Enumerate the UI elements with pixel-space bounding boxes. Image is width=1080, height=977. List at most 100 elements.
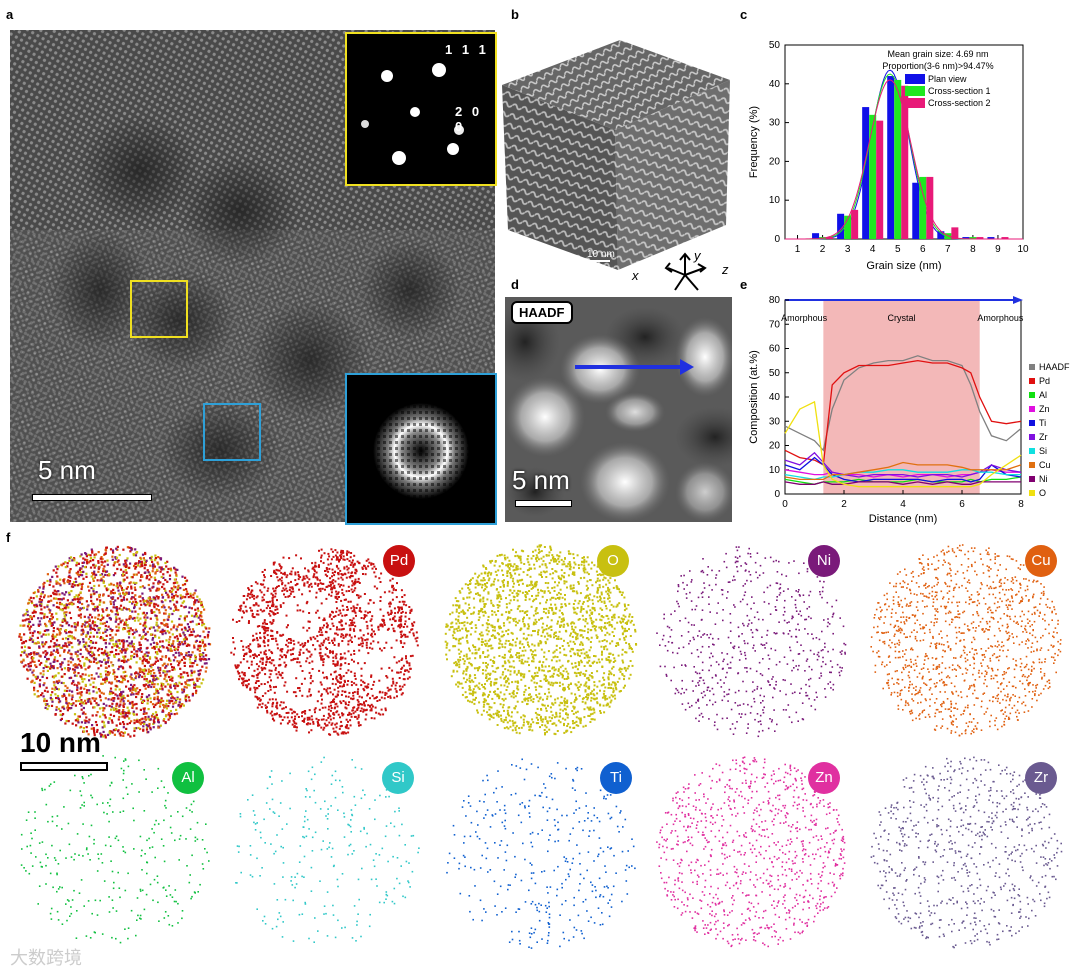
x-tick-label: 7 <box>945 244 951 255</box>
x-tick-label: 3 <box>845 244 851 255</box>
legend-label: Zn <box>1039 404 1050 414</box>
legend-swatch <box>1029 378 1035 384</box>
apt-maps: Pd O Ni Cu Al Si Ti Zn Zr 10 nm <box>0 540 1080 977</box>
region-label-amorphous-right: Amorphous <box>977 313 1024 323</box>
gaussian-fit-line <box>785 79 1023 240</box>
legend-swatch <box>1029 434 1035 440</box>
x-tick-label: 6 <box>920 244 926 255</box>
legend-swatch <box>1029 490 1035 496</box>
series-line-o <box>784 400 1022 488</box>
apt-point-cloud <box>235 756 420 943</box>
x-tick-label: 8 <box>970 244 976 255</box>
element-badge-ti: Ti <box>600 762 632 794</box>
blue-roi-box <box>203 403 261 461</box>
histogram-bar <box>887 76 895 239</box>
legend-label: Al <box>1039 390 1047 400</box>
y-tick-label: 50 <box>769 40 781 51</box>
panel-label-f: f <box>6 530 11 545</box>
legend-swatch <box>905 86 925 96</box>
element-badge-cu: Cu <box>1025 545 1057 577</box>
y-tick-label: 30 <box>769 416 781 427</box>
watermark: 大数跨境 <box>10 948 82 968</box>
apt-point-cloud <box>444 544 638 736</box>
series-line-cu <box>784 461 1022 481</box>
legend-swatch <box>1029 420 1035 426</box>
histogram-bar <box>876 120 884 239</box>
legend-label: Cross-section 2 <box>928 98 991 108</box>
series-line-haadf <box>784 355 1022 452</box>
legend-swatch <box>1029 462 1035 468</box>
scale-bar-label-a: 5 nm <box>38 455 96 485</box>
histogram-bar <box>926 176 934 239</box>
haadf-badge: HAADF <box>511 301 573 324</box>
panel-label-a: a <box>6 7 14 22</box>
x-tick-label: 2 <box>841 499 847 510</box>
apt-point-cloud <box>18 545 212 739</box>
y-tick-label: 20 <box>769 441 781 452</box>
fft-inset-crystal: 1 1 1 2 0 0 <box>345 32 497 186</box>
legend-label: Zr <box>1039 432 1048 442</box>
mean-grain-annotation: Mean grain size: 4.69 nm <box>887 49 988 59</box>
axis-x-label: x <box>632 268 639 283</box>
grain-size-histogram: 0 10 20 30 40 50 1 2 3 4 5 6 7 8 9 10 Grain size (nm) Fre… <box>748 40 1029 272</box>
apt-point-cloud <box>656 546 847 738</box>
legend-swatch <box>1029 364 1035 370</box>
scale-bar-label-d: 5 nm <box>512 465 570 495</box>
x-axis-label: Distance (nm) <box>869 513 937 525</box>
element-badge-si: Si <box>382 762 414 794</box>
proportion-annotation: Proportion(3-6 nm)>94.47% <box>882 61 993 71</box>
apt-point-cloud <box>230 548 419 736</box>
yellow-roi-box <box>130 280 188 338</box>
tomography-cube: 10 nm <box>502 40 730 270</box>
histogram-bar <box>919 176 927 239</box>
x-tick-label: 4 <box>870 244 876 255</box>
y-tick-label: 80 <box>769 295 781 306</box>
y-tick-label: 40 <box>769 79 781 90</box>
region-label-crystal: Crystal <box>888 313 916 323</box>
panel-label-b: b <box>511 7 519 22</box>
y-tick-label: 30 <box>769 118 781 129</box>
x-tick-label: 6 <box>959 499 965 510</box>
x-tick-label: 2 <box>820 244 826 255</box>
y-tick-label: 50 <box>769 368 781 379</box>
legend-label: Cu <box>1039 460 1051 470</box>
svg-text:10 nm: 10 nm <box>587 249 615 260</box>
miller-index-200: 2 0 0 <box>455 104 483 134</box>
legend-swatch <box>1029 448 1035 454</box>
x-tick-label: 5 <box>895 244 901 255</box>
y-axis-label: Composition (at.%) <box>748 350 760 444</box>
legend-label: Ti <box>1039 418 1046 428</box>
profile-arrow-head <box>1013 296 1023 304</box>
panel-label-d: d <box>511 277 519 292</box>
x-tick-label: 8 <box>1018 499 1024 510</box>
scale-bar-f <box>20 762 108 771</box>
haadf-image: HAADF 5 nm <box>505 297 732 522</box>
fft-inset-amorphous <box>345 373 497 525</box>
panel-label-e: e <box>740 277 748 292</box>
element-badge-o: O <box>597 545 629 577</box>
y-tick-label: 40 <box>769 392 781 403</box>
legend-label: Si <box>1039 446 1047 456</box>
legend-swatch <box>905 98 925 108</box>
legend-swatch <box>905 74 925 84</box>
legend-swatch <box>1029 476 1035 482</box>
x-tick-label: 0 <box>782 499 788 510</box>
apt-point-cloud <box>446 758 636 949</box>
histogram-bar <box>969 237 977 239</box>
y-tick-label: 70 <box>769 319 781 330</box>
legend-label: Cross-section 1 <box>928 86 991 96</box>
histogram-bar <box>851 209 859 239</box>
scale-bar-a <box>32 494 152 501</box>
y-axis-label: Frequency (%) <box>748 106 760 178</box>
legend-label: Plan view <box>928 74 967 84</box>
miller-index-111: 1 1 1 <box>445 42 489 57</box>
x-tick-label: 10 <box>1017 244 1029 255</box>
legend-label: O <box>1039 488 1046 498</box>
histogram-bar <box>844 215 852 239</box>
y-tick-label: 60 <box>769 344 781 355</box>
histogram-bar <box>869 114 877 239</box>
axis-z-label: z <box>722 262 729 277</box>
y-tick-label: 10 <box>769 465 781 476</box>
element-badge-ni: Ni <box>808 545 840 577</box>
y-tick-label: 20 <box>769 156 781 167</box>
